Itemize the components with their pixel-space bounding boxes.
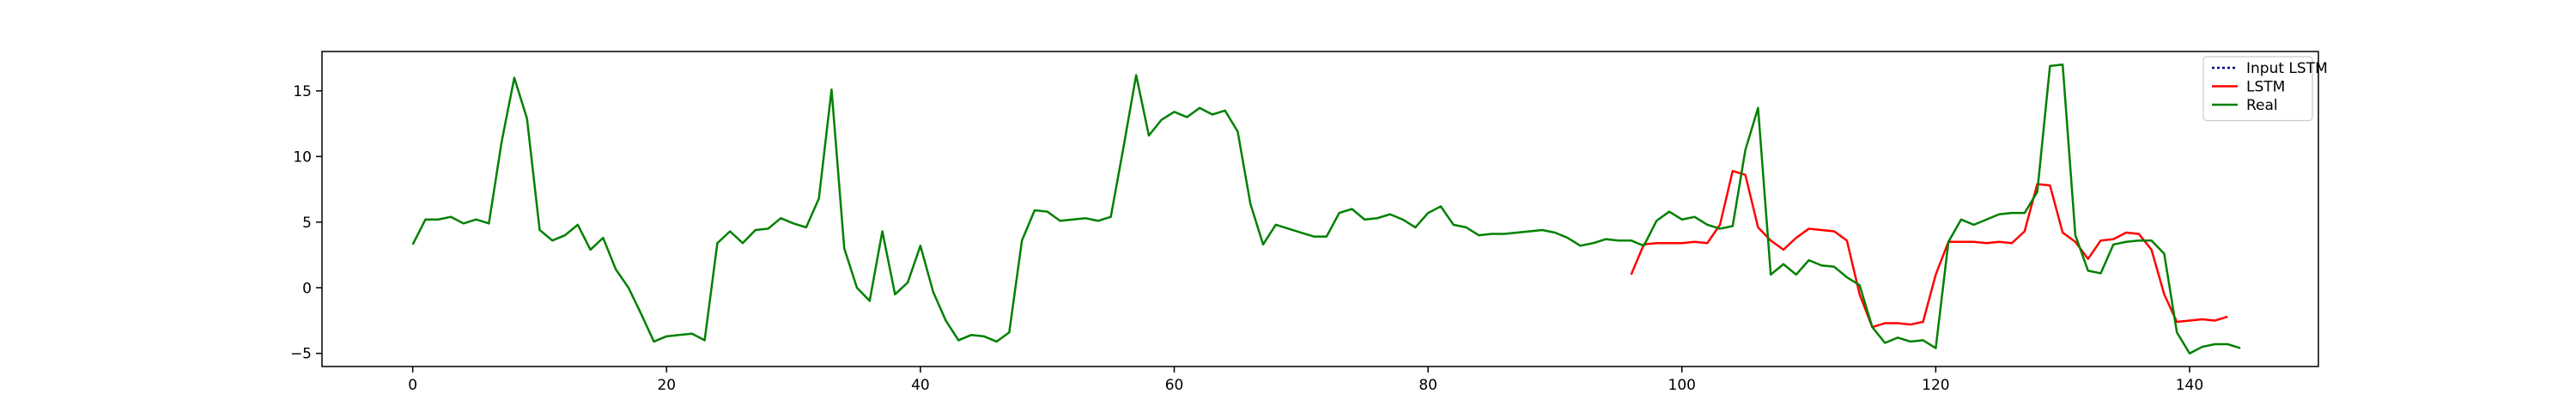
y-tick-label: 15 <box>293 83 312 100</box>
x-tick-label: 80 <box>1419 377 1437 394</box>
legend-label: Input LSTM <box>2246 60 2328 77</box>
legend-label: Real <box>2246 97 2278 114</box>
x-tick-label: 0 <box>408 377 417 394</box>
y-axis: −5 0 5 10 15 <box>290 83 322 363</box>
axes-frame <box>321 51 2319 367</box>
x-tick-label: 120 <box>1922 377 1949 394</box>
series-line-lstm <box>1630 169 2228 329</box>
y-tick-label: 5 <box>302 215 312 232</box>
x-tick-label: 140 <box>2176 377 2203 394</box>
y-tick-label: 0 <box>302 280 312 297</box>
x-tick-label: 40 <box>911 377 930 394</box>
series-line-real <box>411 64 2241 354</box>
x-axis: 0 20 40 60 80 100 120 140 <box>408 367 2203 394</box>
x-tick-label: 100 <box>1668 377 1696 394</box>
legend-label: LSTM <box>2246 79 2285 96</box>
x-tick-label: 60 <box>1165 377 1184 394</box>
plot-area <box>321 51 2319 367</box>
y-tick-label: −5 <box>290 346 312 363</box>
y-tick-label: 10 <box>293 148 312 166</box>
x-tick-label: 20 <box>657 377 676 394</box>
